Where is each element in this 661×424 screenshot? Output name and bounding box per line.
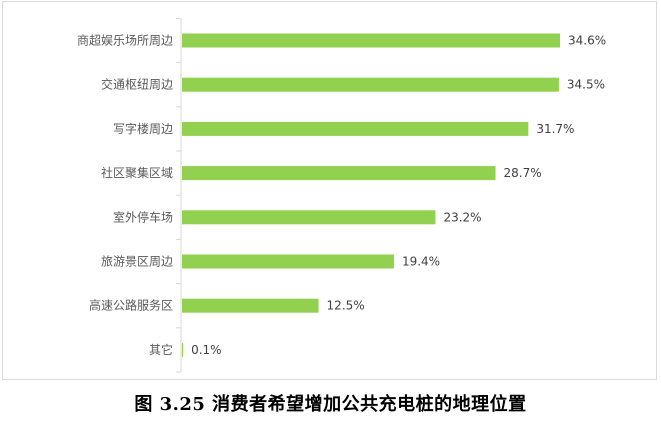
bar [182,77,559,92]
value-label: 12.5% [327,299,365,313]
value-label: 19.4% [402,255,440,269]
bar [182,298,319,313]
value-label: 34.6% [568,34,606,48]
value-label: 0.1% [191,343,222,357]
category-label: 商超娱乐场所周边 [77,33,173,48]
category-label: 旅游景区周边 [101,255,173,269]
bar [182,210,436,225]
bar [182,33,560,48]
bar [182,121,529,136]
bar-chart: 商超娱乐场所周边 34.6% 交通枢纽周边 34.5% 写字楼周边 31.7% 社区聚集区域… [77,17,606,373]
figure-caption: 图 3.25 消费者希望增加公共充电桩的地理位置 [134,394,527,415]
category-label: 其它 [149,342,173,357]
category-label: 写字楼周边 [113,121,173,136]
category-label: 交通枢纽周边 [101,77,173,92]
value-label: 34.5% [567,78,605,92]
bar [182,254,394,269]
category-label: 室外停车场 [113,209,173,224]
value-label: 31.7% [536,122,574,136]
value-label: 28.7% [504,166,542,180]
category-label: 社区聚集区域 [101,165,173,180]
value-label: 23.2% [443,210,481,224]
category-label: 高速公路服务区 [89,298,173,313]
bar [182,342,184,357]
chart-frame [2,1,657,380]
bar [182,166,496,181]
